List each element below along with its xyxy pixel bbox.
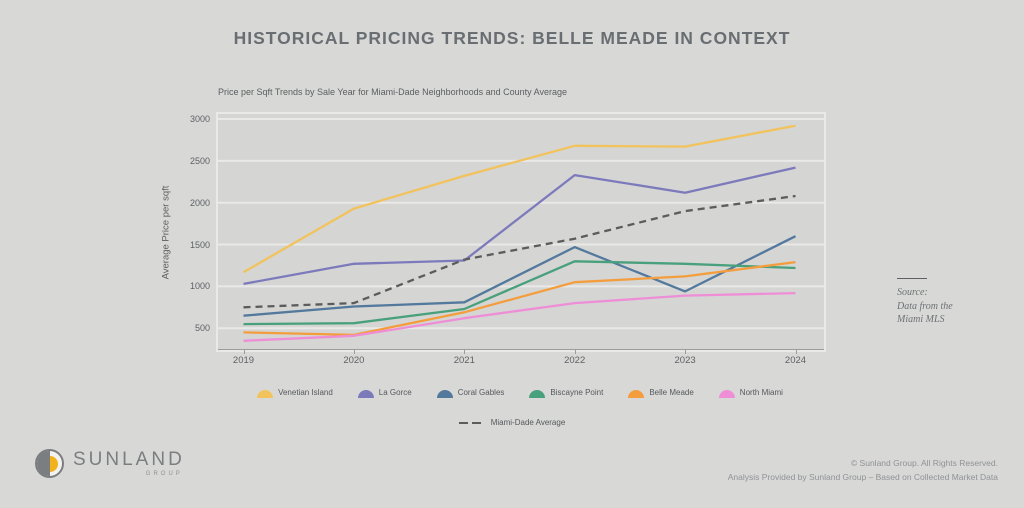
x-tick-2024: 2024 xyxy=(784,355,807,366)
legend-label: North Miami xyxy=(739,388,783,397)
legend-label: La Gorce xyxy=(378,388,412,397)
x-tick-mark-2024 xyxy=(795,350,797,354)
x-axis-tick-marks xyxy=(218,350,824,354)
legend-dash-icon xyxy=(471,421,481,425)
legend-item-venetian-island: Venetian Island xyxy=(257,388,333,398)
legend-marker-icon xyxy=(529,390,546,398)
copyright-line: © Sunland Group. All Rights Reserved. xyxy=(850,458,998,468)
y-tick-500: 500 xyxy=(194,323,210,334)
y-axis-tick-labels: 500 1000 1500 2000 2500 3000 xyxy=(170,114,210,350)
legend-marker-icon xyxy=(357,390,374,398)
logo-sun-shape xyxy=(49,455,58,472)
legend-row-average: Miami-Dade Average xyxy=(0,418,1024,428)
legend-label: Biscayne Point xyxy=(550,388,604,397)
logo-half-circle xyxy=(37,451,50,476)
plot-area xyxy=(216,112,826,352)
x-tick-mark-2019 xyxy=(243,350,245,354)
legend-label: Miami-Dade Average xyxy=(490,418,566,427)
x-axis-tick-labels: 2019 2020 2021 2022 2023 2024 xyxy=(218,355,824,369)
legend-label: Coral Gables xyxy=(457,388,505,397)
series-line-coral-gables xyxy=(243,235,797,317)
source-line1: Data from the xyxy=(897,300,953,312)
y-tick-2500: 2500 xyxy=(189,155,210,166)
series-line-venetian-island xyxy=(242,124,796,274)
series-line-belle-meade xyxy=(243,260,796,337)
sunland-logo: SUNLAND GROUP xyxy=(35,449,185,478)
line-chart xyxy=(218,118,824,342)
x-tick-2019: 2019 xyxy=(232,355,255,366)
x-tick-mark-2020 xyxy=(353,350,355,354)
legend-item-coral-gables: Coral Gables xyxy=(436,388,505,398)
logo-name: SUNLAND xyxy=(73,449,185,470)
legend-item-belle-meade: Belle Meade xyxy=(628,388,694,398)
source-label: Source: xyxy=(897,287,928,298)
legend-item-la-gorce: La Gorce xyxy=(357,388,412,398)
x-tick-mark-2023 xyxy=(685,350,687,354)
series-line-north-miami xyxy=(243,291,796,342)
x-tick-2023: 2023 xyxy=(674,355,696,366)
series-line-la-gorce xyxy=(243,166,796,286)
sunland-logo-icon xyxy=(35,449,64,478)
footer-copyright: © Sunland Group. All Rights Reserved. An… xyxy=(728,456,998,484)
analysis-line: Analysis Provided by Sunland Group – Bas… xyxy=(727,472,998,482)
source-line2: Miami MLS xyxy=(897,314,945,325)
x-tick-2021: 2021 xyxy=(453,355,475,366)
page-title: HISTORICAL PRICING TRENDS: BELLE MEADE I… xyxy=(233,28,791,48)
legend-item-north-miami: North Miami xyxy=(718,388,783,398)
x-tick-2022: 2022 xyxy=(564,355,586,366)
legend-marker-icon xyxy=(257,390,274,398)
legend-row-neighborhoods: Venetian Island La Gorce Coral Gables Bisca… xyxy=(8,388,1024,398)
x-tick-2020: 2020 xyxy=(343,355,365,366)
legend-marker-icon xyxy=(628,390,645,398)
legend-label: Venetian Island xyxy=(278,388,333,397)
y-tick-1500: 1500 xyxy=(189,239,210,250)
legend-item-biscayne-point: Biscayne Point xyxy=(529,388,603,398)
source-rule xyxy=(897,278,927,279)
x-tick-mark-2021 xyxy=(464,350,466,354)
logo-text: SUNLAND GROUP xyxy=(73,450,185,477)
legend-marker-icon xyxy=(436,390,453,398)
x-axis-line xyxy=(218,349,824,350)
legend-dash-icon xyxy=(458,421,468,425)
chart-subtitle: Price per Sqft Trends by Sale Year for M… xyxy=(218,87,568,97)
series-line-biscayne-point xyxy=(243,260,796,326)
legend-marker-icon xyxy=(718,390,735,398)
y-tick-3000: 3000 xyxy=(189,114,210,125)
source-note: Source: Data from the Miami MLS xyxy=(897,278,953,327)
series-line-miami-dade-average xyxy=(243,194,796,309)
x-tick-mark-2022 xyxy=(574,350,576,354)
logo-subname: GROUP xyxy=(145,471,183,477)
legend-label: Belle Meade xyxy=(649,388,694,397)
y-tick-1000: 1000 xyxy=(189,281,210,292)
y-tick-2000: 2000 xyxy=(189,197,210,208)
